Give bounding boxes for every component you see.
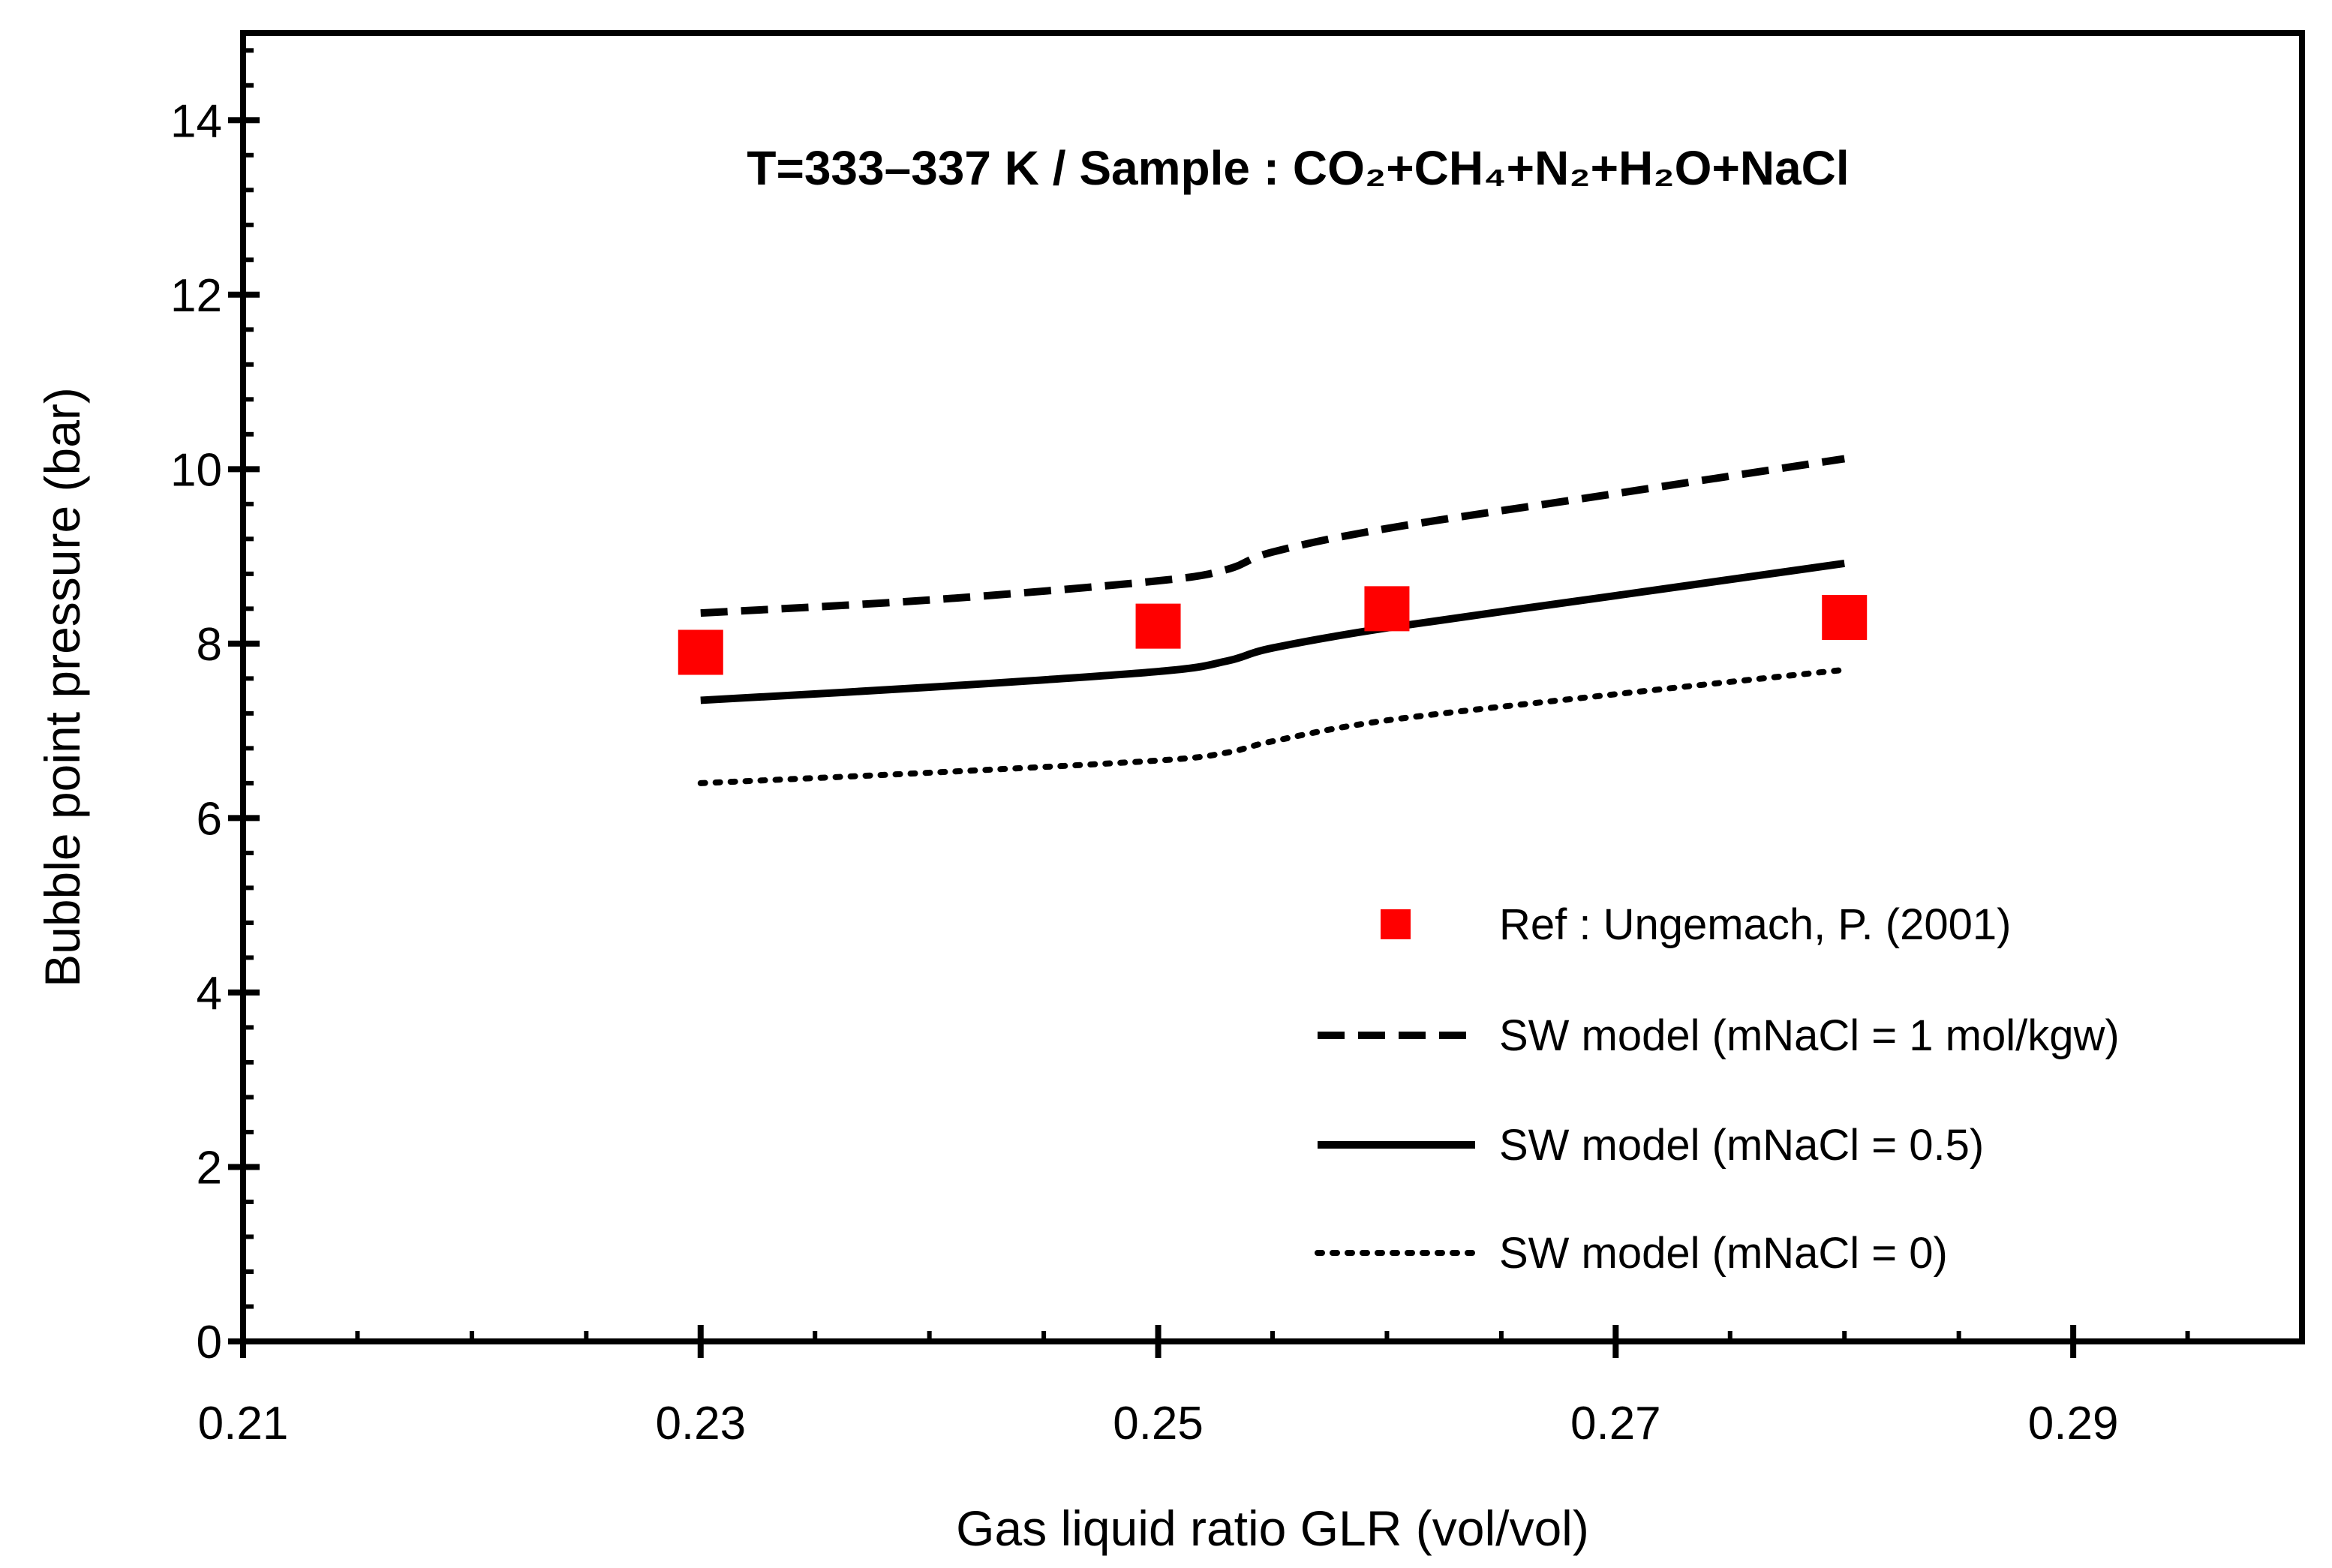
x-tick-labels: 0.21 0.23 0.25 0.27 0.29 (198, 1398, 2119, 1449)
data-point-marker (1364, 586, 1410, 632)
x-tick-label: 0.25 (1113, 1398, 1204, 1449)
y-tick-label: 4 (197, 968, 222, 1020)
series-lines (697, 455, 1848, 786)
series-line-dashed (700, 455, 1845, 617)
data-point-marker (678, 629, 723, 675)
legend-label: Ref : Ungemach, P. (2001) (1499, 900, 2011, 949)
x-tick-label: 0.29 (2028, 1398, 2119, 1449)
y-tick-labels: 0 2 4 6 8 10 12 14 (170, 95, 222, 1368)
x-tick-label: 0.27 (1570, 1398, 1661, 1449)
legend-label: SW model (mNaCl = 0.5) (1499, 1121, 1984, 1170)
y-tick-label: 10 (170, 444, 222, 496)
x-axis-title: Gas liquid ratio GLR (vol/vol) (956, 1500, 1589, 1556)
legend-label: SW model (mNaCl = 1 mol/kgw) (1499, 1011, 2120, 1060)
chart-title: T=333–337 K / Sample : CO₂+CH₄+N₂+H₂O+Na… (747, 141, 1849, 195)
x-tick-label: 0.23 (655, 1398, 746, 1449)
y-tick-label: 12 (170, 270, 222, 322)
data-point-marker (1822, 594, 1868, 640)
x-tick-label: 0.21 (198, 1398, 289, 1449)
y-tick-label: 14 (170, 95, 222, 147)
y-tick-label: 8 (197, 619, 222, 671)
data-point-marker (1135, 603, 1181, 649)
legend-label: SW model (mNaCl = 0) (1499, 1229, 1948, 1278)
y-tick-label: 2 (197, 1142, 222, 1194)
legend-marker-swatch (1381, 909, 1411, 939)
legend: Ref : Ungemach, P. (2001) SW model (mNaCl… (1315, 900, 2120, 1278)
series-line-solid (700, 559, 1845, 704)
y-tick-label: 6 (197, 793, 222, 845)
y-axis-title: Bubble point pressure (bar) (35, 387, 90, 987)
series-line-dotted (697, 666, 1848, 786)
y-tick-label: 0 (197, 1317, 222, 1368)
plot-frame (240, 30, 2305, 1344)
series-markers (678, 586, 1868, 675)
